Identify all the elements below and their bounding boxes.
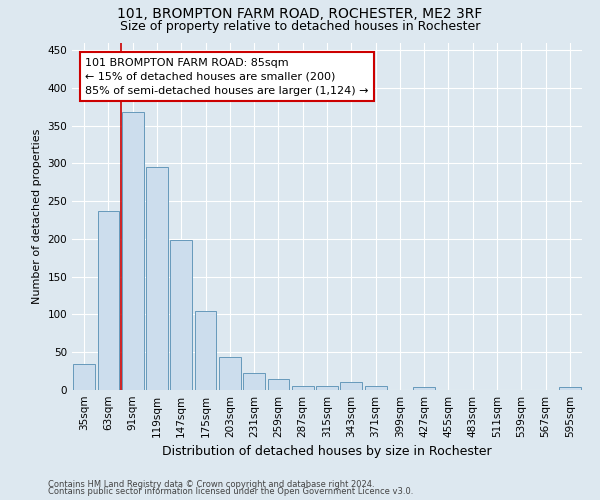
Bar	[146, 167, 168, 390]
Y-axis label: Number of detached properties: Number of detached properties	[32, 128, 42, 304]
Text: 101, BROMPTON FARM ROAD, ROCHESTER, ME2 3RF: 101, BROMPTON FARM ROAD, ROCHESTER, ME2 …	[118, 8, 482, 22]
Text: Size of property relative to detached houses in Rochester: Size of property relative to detached ho…	[120, 20, 480, 33]
Bar	[73, 364, 95, 390]
Bar	[316, 386, 338, 390]
Bar	[122, 112, 143, 390]
Bar	[219, 357, 241, 390]
Bar	[292, 386, 314, 390]
X-axis label: Distribution of detached houses by size in Rochester: Distribution of detached houses by size …	[162, 446, 492, 458]
Bar	[97, 211, 119, 390]
Text: Contains public sector information licensed under the Open Government Licence v3: Contains public sector information licen…	[48, 487, 413, 496]
Text: 101 BROMPTON FARM ROAD: 85sqm
← 15% of detached houses are smaller (200)
85% of : 101 BROMPTON FARM ROAD: 85sqm ← 15% of d…	[85, 58, 369, 96]
Text: Contains HM Land Registry data © Crown copyright and database right 2024.: Contains HM Land Registry data © Crown c…	[48, 480, 374, 489]
Bar	[413, 387, 435, 390]
Bar	[243, 374, 265, 390]
Bar	[559, 387, 581, 390]
Bar	[170, 240, 192, 390]
Bar	[365, 386, 386, 390]
Bar	[340, 382, 362, 390]
Bar	[194, 310, 217, 390]
Bar	[268, 380, 289, 390]
